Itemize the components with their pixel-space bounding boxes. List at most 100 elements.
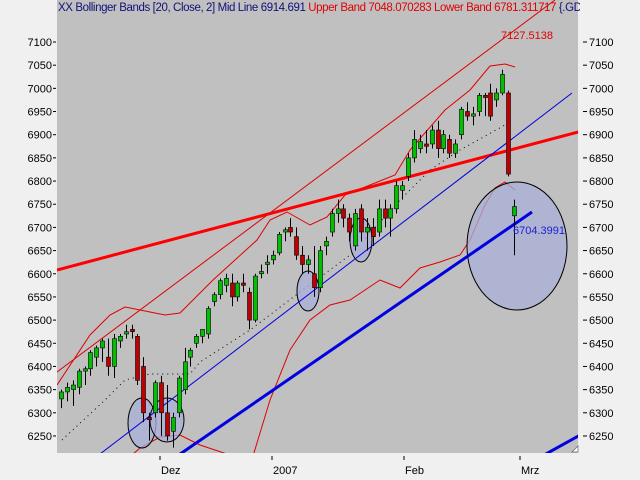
resize-grip-icon xyxy=(571,445,579,453)
candle-up xyxy=(218,280,223,295)
x-tick-label: Dez xyxy=(161,465,181,477)
candle-up xyxy=(412,139,417,159)
candle-down xyxy=(147,417,152,421)
y-tick-label-left: 6600 xyxy=(28,269,52,281)
annotation-ellipse xyxy=(466,181,568,311)
candle-down xyxy=(230,282,235,298)
y-tick-label-left: 6400 xyxy=(28,361,52,373)
candle-down xyxy=(165,412,170,437)
candle-up xyxy=(65,387,70,393)
candle-up xyxy=(277,234,282,254)
y-tick-label-right: 6300 xyxy=(589,408,613,420)
candle-up xyxy=(265,261,270,265)
red-trendline xyxy=(57,130,578,272)
candle-down xyxy=(288,227,293,233)
candle-down xyxy=(241,282,246,286)
candle-up xyxy=(430,129,435,145)
candle-up xyxy=(330,213,335,233)
candle-up xyxy=(306,259,311,265)
plot-layer: 7127.5138 6704.3991 xyxy=(57,0,578,453)
annotation-upper-value: 7127.5138 xyxy=(501,30,553,42)
candle-up xyxy=(177,377,182,414)
candle-down xyxy=(159,382,164,414)
candle-up xyxy=(477,95,482,112)
candle-down xyxy=(247,291,252,321)
y-tick-label-left: 6750 xyxy=(28,199,52,211)
y-tick-label-right: 6900 xyxy=(589,130,613,142)
candle-up xyxy=(394,185,399,210)
candle-up xyxy=(71,384,76,390)
candle-up xyxy=(194,336,199,344)
y-tick-label-right: 6800 xyxy=(589,176,613,188)
candle-up xyxy=(283,229,288,233)
candle-down xyxy=(506,92,511,175)
candle-up xyxy=(83,368,88,372)
candle-up xyxy=(188,349,193,358)
candle-down xyxy=(483,95,488,98)
y-tick-label-right: 7050 xyxy=(589,60,613,72)
y-tick-label-right: 6550 xyxy=(589,292,613,304)
candle-up xyxy=(153,382,158,414)
candle-up xyxy=(171,417,176,432)
y-tick-label-left: 7000 xyxy=(28,83,52,95)
candle-up xyxy=(471,113,476,117)
y-tick-label-right: 6750 xyxy=(589,199,613,211)
y-tick-label-right: 6350 xyxy=(589,385,613,397)
candle-up xyxy=(494,92,499,101)
y-tick-label-left: 6900 xyxy=(28,130,52,142)
candle-down xyxy=(465,111,470,117)
candle-up xyxy=(259,271,264,275)
candle-down xyxy=(436,129,441,149)
candle-down xyxy=(383,208,388,219)
candle-up xyxy=(500,74,505,94)
y-tick-label-left: 6250 xyxy=(28,431,52,443)
y-tick-label-right: 6500 xyxy=(589,315,613,327)
indicator-label: XX Bollinger Bands [20, Close, 2] Mid Li… xyxy=(58,2,306,14)
y-tick-label-left: 6850 xyxy=(28,153,52,165)
blue-trendline-lower xyxy=(544,434,578,453)
candle-down xyxy=(300,254,305,265)
candle-up xyxy=(512,206,517,217)
y-tick-label-left: 6800 xyxy=(28,176,52,188)
candle-up xyxy=(459,108,464,135)
y-tick-label-right: 6450 xyxy=(589,338,613,350)
candle-up xyxy=(388,208,393,219)
annotation-lower-value: 6704.3991 xyxy=(513,225,565,237)
y-tick-label-left: 6500 xyxy=(28,315,52,327)
candle-up xyxy=(318,250,323,288)
candle-up xyxy=(271,254,276,261)
candle-down xyxy=(488,92,493,117)
candle-up xyxy=(200,329,205,337)
candle-up xyxy=(353,213,358,247)
candle-up xyxy=(112,338,117,367)
x-tick-label: Mrz xyxy=(521,465,539,477)
upper-channel-line xyxy=(57,0,556,373)
y-tick-label-right: 6700 xyxy=(589,222,613,234)
y-tick-label-right: 6600 xyxy=(589,269,613,281)
y-tick-label-left: 6650 xyxy=(28,246,52,258)
candle-up xyxy=(365,227,370,233)
upper-band-line xyxy=(57,63,516,386)
symbol-label: {.GD xyxy=(558,2,580,14)
candle-up xyxy=(324,241,329,247)
candle-up xyxy=(235,282,240,298)
candle-up xyxy=(418,141,423,149)
candle-down xyxy=(424,143,429,147)
y-tick-label-right: 7000 xyxy=(589,83,613,95)
candle-up xyxy=(406,157,411,177)
y-tick-label-right: 6400 xyxy=(589,361,613,373)
candle-down xyxy=(141,366,146,414)
candle-up xyxy=(94,347,99,358)
blue-trendline xyxy=(178,210,533,453)
y-tick-label-left: 6300 xyxy=(28,408,52,420)
y-tick-label-right: 6250 xyxy=(589,431,613,443)
candle-up xyxy=(124,331,129,335)
y-tick-label-left: 7050 xyxy=(28,60,52,72)
candle-up xyxy=(118,336,123,342)
y-tick-label-left: 6700 xyxy=(28,222,52,234)
candle-up xyxy=(400,185,405,191)
candle-up xyxy=(377,208,382,233)
chart-title: XX Bollinger Bands [20, Close, 2] Mid Li… xyxy=(58,1,580,15)
bands-label: Upper Band 7048.070283 Lower Band 6781.3… xyxy=(308,2,557,14)
